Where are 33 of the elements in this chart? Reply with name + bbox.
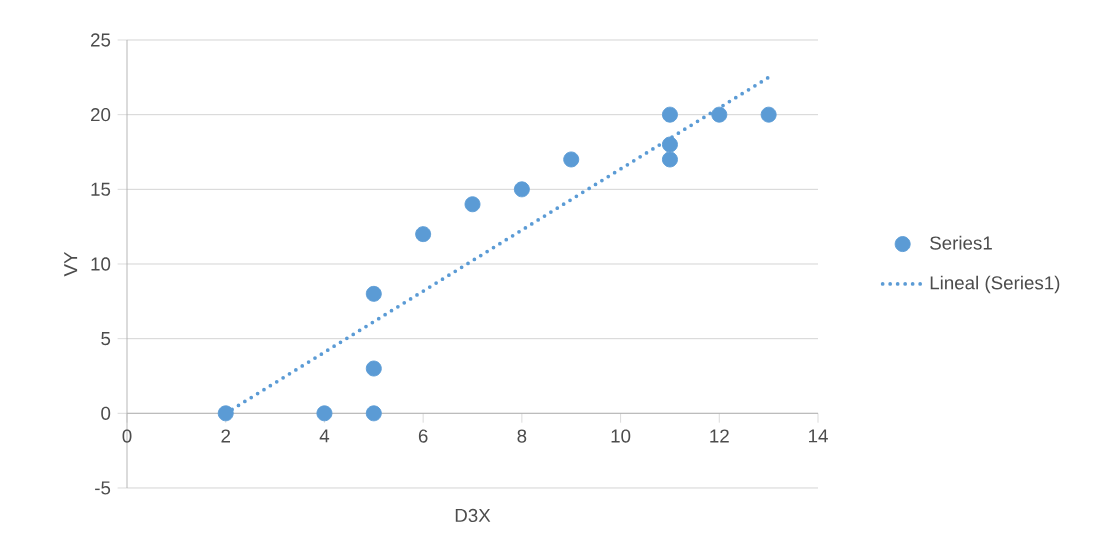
point	[365, 285, 382, 302]
y-tick-label: 0	[101, 406, 111, 420]
y-tick-label: 25	[91, 33, 111, 47]
point	[365, 360, 382, 377]
point	[661, 151, 678, 168]
x-tick-label: 14	[809, 429, 828, 443]
point	[316, 405, 333, 422]
point	[365, 405, 382, 422]
x-tick-label: 10	[611, 429, 631, 443]
y-axis-title: VY	[64, 251, 78, 277]
point	[661, 136, 678, 153]
point	[415, 226, 432, 243]
x-tick-label: 0	[122, 429, 132, 443]
point	[513, 181, 530, 198]
x-tick-label: 8	[517, 429, 527, 443]
y-tick-label: 15	[91, 182, 111, 196]
point	[563, 151, 580, 168]
x-tick-label: 4	[319, 429, 330, 443]
y-tick-label: 20	[91, 108, 111, 122]
point	[464, 196, 481, 213]
y-tick-label: 5	[101, 332, 111, 346]
x-tick-label: 6	[418, 429, 428, 443]
y-tick-label: 10	[91, 257, 111, 271]
point	[711, 106, 728, 123]
x-tick-label: 12	[710, 429, 729, 443]
legend-label: Lineal (Series1)	[930, 275, 1060, 294]
point	[760, 106, 777, 123]
x-axis-title: D3X	[455, 508, 491, 523]
point	[661, 106, 678, 123]
y-tick-label: -5	[95, 481, 111, 495]
point	[217, 405, 234, 422]
x-tick-label: 2	[221, 429, 230, 443]
legend-label: Series1	[930, 235, 992, 250]
